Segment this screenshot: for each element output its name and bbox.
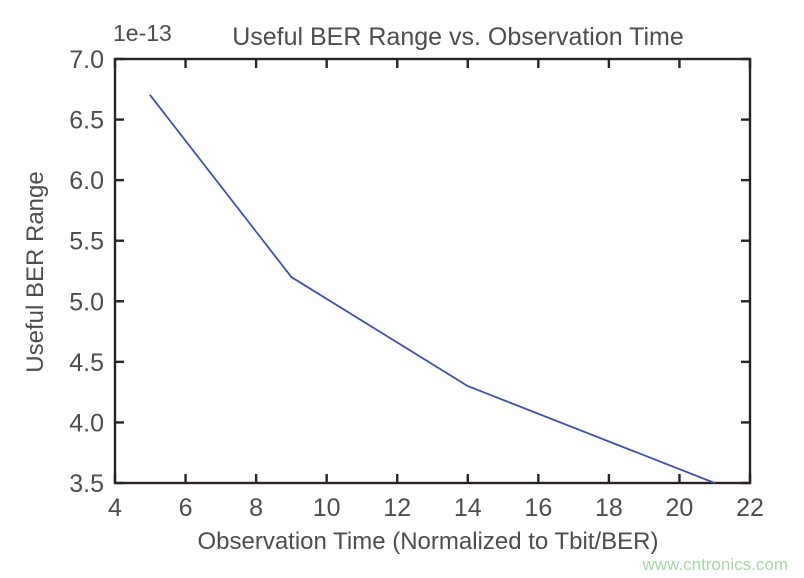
y-tick-label: 6.5 [69,107,104,135]
y-tick-label: 3.5 [69,470,104,498]
ber-range-line [149,94,716,484]
x-tick-label: 16 [524,494,552,522]
x-tick-label: 6 [179,494,193,522]
watermark: www.cntronics.com [642,555,788,574]
axis-ticks [113,57,752,485]
x-tick-label: 22 [736,494,764,522]
y-axis-offset-label: 1e-13 [113,20,172,46]
plot-border [113,57,752,485]
chart-title: Useful BER Range vs. Observation Time [232,23,684,51]
x-tick-label: 8 [249,494,263,522]
y-tick-label: 5.0 [69,288,104,316]
x-tick-label: 20 [666,494,694,522]
x-tick-label: 10 [313,494,341,522]
y-axis-label: Useful BER Range [22,171,49,372]
axis-tick-labels: 4 6 8 10 12 14 16 18 20 22 3.5 4.0 4.5 5.0 5.5 6.0 6.5 7.… [69,46,764,522]
y-tick-label: 5.5 [69,228,104,256]
x-tick-label: 12 [383,494,411,522]
x-tick-label: 18 [595,494,623,522]
y-tick-label: 6.0 [69,167,104,195]
y-tick-label: 4.0 [69,409,104,437]
x-tick-label: 4 [108,494,122,522]
x-axis-label: Observation Time (Normalized to Tbit/BER… [197,528,658,555]
y-tick-label: 4.5 [69,349,104,377]
y-tick-label: 7.0 [69,46,104,74]
x-tick-label: 14 [454,494,482,522]
